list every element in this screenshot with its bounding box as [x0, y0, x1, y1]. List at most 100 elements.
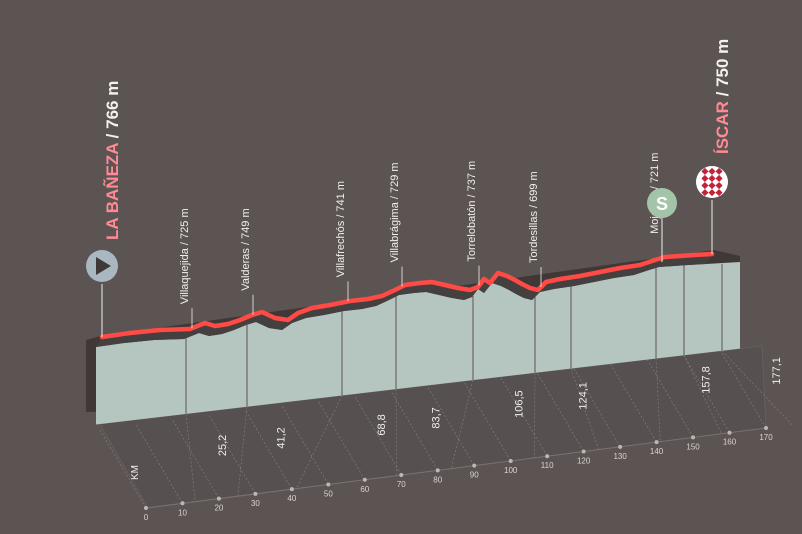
x-grid-line [355, 396, 402, 476]
x-tick-dot [180, 501, 185, 506]
x-grid-line [537, 373, 584, 452]
x-tick-label: 160 [723, 438, 737, 447]
x-axis-unit-label: KM [130, 465, 141, 480]
x-tick-label: 20 [214, 504, 223, 513]
x-tick-dot [362, 477, 367, 482]
profile-dividers [185, 264, 723, 414]
km-label: 106,5 [513, 390, 525, 418]
waypoint-label: Villaquejida / 725 m [179, 208, 191, 304]
sprint-marker [647, 188, 677, 218]
checker-square [708, 189, 716, 197]
x-tick-label: 170 [759, 433, 773, 442]
km-guide-line [185, 413, 196, 502]
waypoint-label: Tordesillas / 699 m [528, 171, 540, 263]
x-tick-label: 140 [650, 447, 664, 456]
waypoint-label: Villafrechós / 741 m [335, 181, 347, 277]
start-separator: / [103, 129, 122, 143]
x-grid-line [172, 420, 220, 499]
waypoint-labels: Villaquejida / 725 m Valderas / 749 m Vill… [179, 153, 663, 329]
waypoint-label: Torrelobatón / 737 m [466, 161, 478, 262]
sprint-letter: S [656, 194, 668, 214]
km-guide-line [683, 355, 722, 434]
km-label: 41,2 [275, 427, 287, 448]
x-tick-dot [764, 426, 768, 430]
km-label: 157,8 [701, 366, 713, 394]
x-tick-dot [654, 440, 659, 445]
waypoint-label: Villabrágima / 729 m [389, 162, 401, 262]
x-grid-line [136, 425, 183, 504]
x-grid-line [99, 429, 147, 509]
km-guide-line [395, 389, 398, 476]
x-grid-line [427, 387, 475, 466]
finish-name: ÍSCAR [713, 101, 732, 154]
play-icon [96, 257, 111, 275]
km-label: 124,1 [578, 382, 590, 410]
x-tick-label: 120 [577, 457, 591, 466]
x-tick-label: 130 [613, 452, 627, 461]
x-grid-line [464, 382, 511, 462]
x-axis-ticks: 0 10 20 30 40 50 60 70 80 90 100 110 120 130 140 150 160… [99, 349, 773, 522]
x-tick-dot [435, 468, 440, 473]
finish-label: ÍSCAR / 750 m [713, 39, 732, 154]
x-grid-line [391, 392, 439, 471]
x-tick-dot [326, 482, 331, 487]
km-labels: 25,2 41,2 68,8 83,7 106,5 124,1 157,8 177,1 [185, 350, 793, 502]
waypoint-label: Valderas / 749 m [240, 208, 252, 290]
finish-elevation: 750 m [713, 39, 732, 87]
x-tick-label: 110 [541, 461, 554, 470]
x-tick-label: 40 [287, 494, 296, 503]
x-tick-label: 150 [686, 442, 700, 451]
km-guide-line [655, 358, 661, 442]
x-tick-dot [472, 463, 477, 468]
km-guide-line [295, 395, 343, 489]
x-grid-line [719, 349, 767, 429]
x-tick-dot [691, 435, 696, 440]
x-tick-dot [727, 430, 732, 435]
x-tick-label: 90 [470, 471, 479, 480]
start-name: LA BAÑEZA [102, 143, 122, 240]
x-grid-line [318, 401, 366, 480]
km-guide-line [237, 406, 248, 497]
start-label: LA BAÑEZA / 766 m [102, 81, 122, 240]
start-elevation: 766 m [103, 81, 122, 129]
x-tick-label: 30 [251, 499, 260, 508]
x-tick-label: 50 [324, 489, 333, 498]
km-label: 68,8 [376, 414, 388, 435]
km-guide-line [721, 350, 793, 425]
checker-square [708, 181, 716, 190]
checker-square [708, 174, 716, 182]
x-tick-dot [144, 506, 148, 510]
x-tick-dot [253, 491, 258, 496]
profile-top-face [96, 254, 712, 347]
x-grid-line [646, 359, 694, 438]
x-grid-line [683, 354, 730, 433]
x-grid-line [610, 363, 657, 443]
x-tick-dot [581, 449, 586, 454]
x-tick-label: 100 [504, 466, 518, 475]
checker-square [708, 167, 716, 175]
checkered-flag-icon [696, 166, 728, 198]
x-tick-dot [216, 496, 221, 501]
x-tick-label: 0 [144, 513, 149, 522]
x-tick-label: 80 [433, 475, 442, 484]
x-tick-label: 10 [178, 508, 187, 517]
x-grid-line [282, 406, 329, 485]
x-grid-line [245, 411, 293, 490]
x-tick-dot [618, 444, 623, 449]
km-label: 177,1 [771, 357, 783, 385]
km-label: 25,2 [217, 435, 229, 456]
km-label: 83,7 [430, 407, 442, 428]
profile-front-face [96, 262, 740, 425]
x-grid-line [209, 415, 256, 495]
km-guide-line [450, 379, 474, 469]
x-tick-label: 70 [397, 480, 406, 489]
x-tick-dot [289, 487, 294, 492]
x-tick-dot [545, 454, 550, 459]
finish-separator: / [713, 87, 732, 101]
x-grid-line [573, 368, 621, 447]
x-axis-line [145, 427, 767, 509]
x-tick-dot [508, 458, 513, 463]
x-tick-label: 60 [360, 485, 369, 494]
